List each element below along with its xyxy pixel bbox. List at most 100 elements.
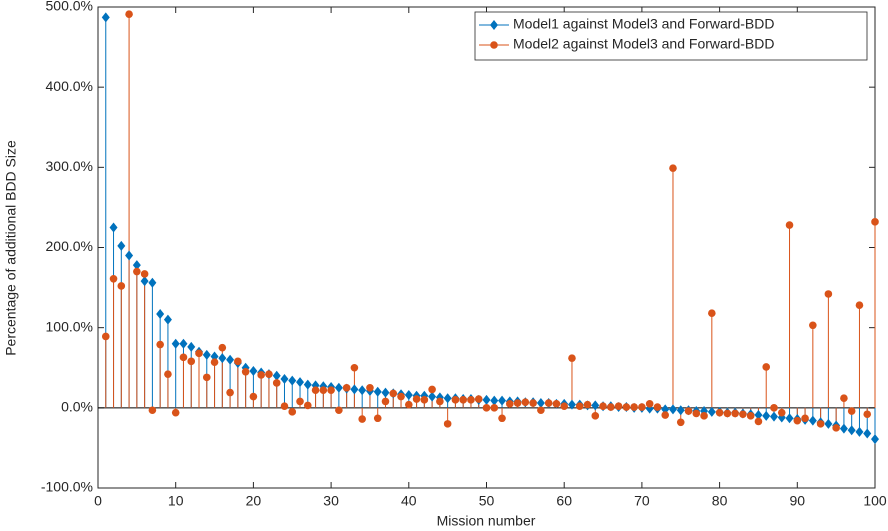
marker <box>296 397 304 406</box>
marker <box>179 338 188 349</box>
marker <box>397 392 405 401</box>
marker <box>109 222 118 233</box>
marker <box>125 250 134 261</box>
marker <box>257 371 265 379</box>
marker <box>707 406 716 417</box>
marker <box>133 267 141 276</box>
marker <box>451 396 460 404</box>
marker <box>311 386 320 394</box>
marker <box>226 388 234 397</box>
legend-box <box>474 11 868 61</box>
marker <box>583 400 592 409</box>
marker <box>591 400 600 411</box>
marker <box>335 406 343 415</box>
x-tick-label: 10 <box>168 493 184 509</box>
marker <box>234 357 242 366</box>
marker <box>125 10 133 19</box>
marker <box>412 395 421 403</box>
marker <box>288 375 297 386</box>
marker <box>529 399 537 407</box>
marker <box>140 276 149 287</box>
marker <box>506 400 514 408</box>
marker <box>777 408 786 417</box>
legend-label: Model2 against Model3 and Forward-BDD <box>513 36 774 52</box>
marker <box>669 164 677 172</box>
marker <box>607 403 615 411</box>
x-tick-label: 70 <box>634 493 650 509</box>
marker <box>109 274 118 283</box>
marker <box>708 309 716 318</box>
marker <box>405 400 413 409</box>
x-tick-label: 50 <box>479 493 495 509</box>
marker <box>296 377 305 388</box>
marker <box>544 399 553 407</box>
marker <box>171 338 180 349</box>
marker <box>358 415 366 423</box>
marker <box>249 392 258 401</box>
marker <box>474 395 483 403</box>
marker <box>303 401 312 410</box>
marker <box>676 405 685 416</box>
marker <box>272 370 281 381</box>
marker <box>148 277 157 288</box>
marker <box>132 260 141 271</box>
x-tick-label: 30 <box>323 493 339 509</box>
marker <box>179 353 188 362</box>
marker <box>847 407 856 415</box>
marker <box>793 416 802 425</box>
marker <box>467 396 475 404</box>
marker <box>824 290 833 298</box>
marker <box>490 41 498 49</box>
marker <box>428 385 436 394</box>
marker <box>855 426 864 437</box>
marker <box>498 414 506 423</box>
marker <box>863 410 872 419</box>
marker <box>863 428 872 439</box>
marker <box>871 218 879 226</box>
x-axis-label: Mission number <box>437 513 536 529</box>
marker <box>769 411 778 422</box>
marker <box>218 343 227 352</box>
y-tick-label: 100.0% <box>46 318 93 334</box>
marker <box>241 367 250 376</box>
marker <box>731 409 739 418</box>
marker <box>288 408 297 416</box>
marker <box>358 385 367 396</box>
marker <box>389 389 398 398</box>
marker <box>366 383 374 392</box>
marker <box>575 402 584 411</box>
marker <box>653 403 662 411</box>
y-tick-label: 0.0% <box>61 399 93 415</box>
marker <box>171 408 180 417</box>
marker <box>785 413 794 424</box>
marker <box>373 414 382 423</box>
marker <box>280 402 289 411</box>
x-tick-label: 90 <box>790 493 806 509</box>
marker <box>164 370 172 378</box>
marker <box>265 370 273 378</box>
marker <box>847 425 856 436</box>
marker <box>824 418 833 429</box>
marker <box>319 386 328 394</box>
marker <box>272 379 281 387</box>
marker <box>195 349 203 358</box>
marker <box>140 270 149 278</box>
marker <box>187 341 196 352</box>
marker <box>692 409 701 418</box>
marker <box>420 396 429 404</box>
marker <box>163 314 172 325</box>
marker <box>459 396 467 404</box>
marker <box>762 410 771 421</box>
marker <box>490 404 499 412</box>
marker <box>117 240 126 251</box>
y-tick-label: 200.0% <box>46 238 93 254</box>
marker <box>490 395 499 406</box>
marker <box>801 414 809 423</box>
marker <box>490 20 498 30</box>
marker <box>816 420 825 428</box>
marker <box>739 410 747 419</box>
marker <box>101 332 110 341</box>
x-tick-label: 20 <box>246 493 262 509</box>
y-tick-label: 300.0% <box>46 158 93 174</box>
